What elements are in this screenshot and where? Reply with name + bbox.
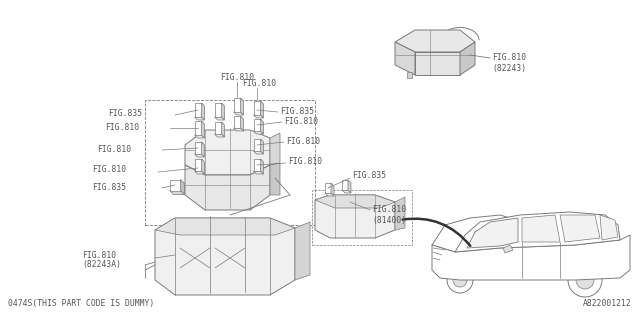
Polygon shape: [221, 122, 225, 137]
Polygon shape: [234, 116, 241, 128]
Text: 0474S(THIS PART CODE IS DUMMY): 0474S(THIS PART CODE IS DUMMY): [8, 299, 154, 308]
Polygon shape: [315, 195, 395, 208]
Polygon shape: [185, 130, 270, 175]
Text: FIG.810: FIG.810: [242, 78, 276, 87]
Polygon shape: [432, 215, 510, 252]
Polygon shape: [214, 117, 225, 120]
Text: FIG.810: FIG.810: [92, 165, 126, 174]
Polygon shape: [202, 159, 205, 174]
Polygon shape: [432, 235, 630, 280]
Text: (81400): (81400): [372, 215, 406, 225]
Polygon shape: [260, 119, 264, 134]
Polygon shape: [253, 119, 260, 131]
Polygon shape: [202, 142, 205, 157]
Polygon shape: [270, 133, 280, 165]
Polygon shape: [195, 103, 202, 117]
Polygon shape: [241, 116, 243, 131]
Text: FIG.810: FIG.810: [372, 205, 406, 214]
Text: A822001212: A822001212: [583, 299, 632, 308]
Circle shape: [447, 267, 473, 293]
Circle shape: [465, 241, 479, 255]
Polygon shape: [415, 52, 460, 75]
Polygon shape: [253, 115, 264, 118]
Polygon shape: [455, 212, 620, 252]
Text: FIG.835: FIG.835: [92, 182, 126, 191]
Polygon shape: [155, 218, 295, 295]
Polygon shape: [221, 103, 225, 120]
Text: FIG.810: FIG.810: [492, 53, 526, 62]
Polygon shape: [253, 151, 264, 154]
Text: FIG.810: FIG.810: [220, 74, 254, 83]
Polygon shape: [241, 98, 243, 115]
Bar: [145, 100, 315, 225]
Polygon shape: [234, 112, 243, 115]
Polygon shape: [260, 159, 264, 174]
Polygon shape: [185, 165, 270, 210]
Polygon shape: [253, 171, 264, 174]
Polygon shape: [214, 122, 221, 134]
Text: FIG.835: FIG.835: [280, 108, 314, 116]
Text: FIG.810: FIG.810: [105, 124, 139, 132]
Polygon shape: [155, 218, 295, 235]
Text: FIG.810: FIG.810: [288, 157, 322, 166]
Polygon shape: [195, 159, 202, 171]
Text: (82243): (82243): [492, 63, 526, 73]
Polygon shape: [348, 180, 351, 193]
Bar: [312, 190, 412, 245]
Polygon shape: [331, 183, 334, 196]
Polygon shape: [325, 193, 334, 196]
Polygon shape: [395, 42, 415, 75]
Polygon shape: [342, 180, 348, 190]
Text: FIG.810: FIG.810: [284, 116, 318, 125]
Text: FIG.810: FIG.810: [286, 137, 320, 146]
Polygon shape: [522, 215, 560, 242]
Text: (82243A): (82243A): [82, 260, 121, 269]
Text: FIG.810: FIG.810: [97, 145, 131, 154]
Polygon shape: [342, 190, 351, 193]
Circle shape: [568, 263, 602, 297]
Polygon shape: [460, 42, 475, 75]
Polygon shape: [295, 222, 310, 280]
Polygon shape: [214, 134, 225, 137]
Polygon shape: [260, 139, 264, 154]
Polygon shape: [325, 183, 331, 193]
Polygon shape: [407, 72, 412, 78]
Polygon shape: [270, 163, 280, 195]
Text: FIG.835: FIG.835: [352, 172, 386, 180]
Polygon shape: [170, 180, 180, 190]
Polygon shape: [395, 30, 475, 52]
Circle shape: [453, 273, 467, 287]
Polygon shape: [234, 98, 241, 112]
Polygon shape: [195, 117, 205, 120]
Polygon shape: [202, 121, 205, 138]
Polygon shape: [234, 128, 243, 131]
Polygon shape: [195, 121, 202, 135]
Polygon shape: [253, 101, 260, 115]
Polygon shape: [560, 215, 600, 242]
Polygon shape: [600, 215, 618, 240]
Polygon shape: [253, 131, 264, 134]
Polygon shape: [253, 139, 260, 151]
Polygon shape: [180, 180, 184, 195]
Polygon shape: [253, 159, 260, 171]
Polygon shape: [202, 103, 205, 120]
Polygon shape: [195, 171, 205, 174]
Circle shape: [576, 271, 594, 289]
Polygon shape: [503, 245, 513, 253]
Text: FIG.835: FIG.835: [108, 108, 142, 117]
Polygon shape: [315, 195, 395, 238]
Polygon shape: [195, 154, 205, 157]
Polygon shape: [170, 190, 184, 195]
Polygon shape: [467, 218, 518, 248]
Text: FIG.810: FIG.810: [82, 251, 116, 260]
Polygon shape: [195, 142, 202, 154]
Polygon shape: [395, 197, 405, 230]
Polygon shape: [214, 103, 221, 117]
Polygon shape: [195, 135, 205, 138]
Polygon shape: [260, 101, 264, 118]
